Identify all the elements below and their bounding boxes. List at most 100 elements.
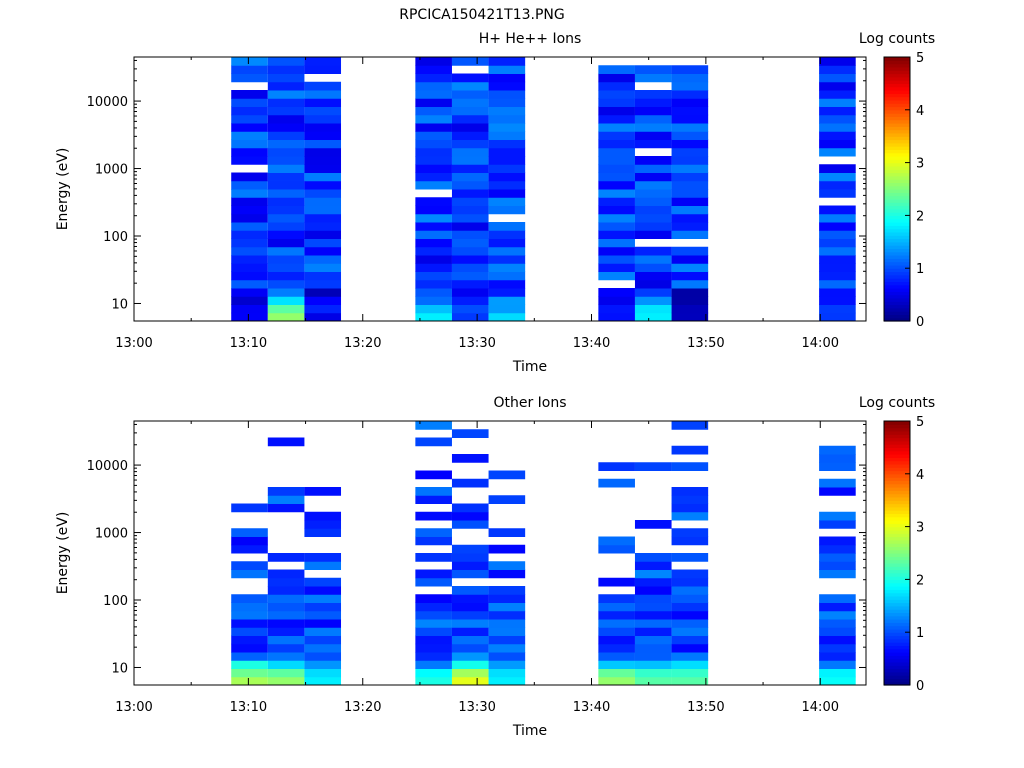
heatmap-cell [598, 544, 635, 554]
colorbar-swatch [884, 675, 910, 679]
colorbar-swatch [884, 645, 910, 650]
heatmap-cell [488, 619, 526, 628]
heatmap-cell [488, 106, 526, 116]
colorbar-swatch [884, 307, 910, 312]
colorbar-frame [883, 420, 911, 686]
heatmap-cell [267, 296, 305, 305]
colorbar-swatch [884, 520, 910, 524]
heatmap-cell [451, 213, 489, 223]
colorbar-tick-label: 5 [916, 51, 924, 66]
colorbar-swatch [884, 238, 910, 243]
heatmap-cell [231, 123, 268, 132]
colorbar-swatch [884, 513, 910, 518]
heatmap-cell [415, 230, 452, 239]
heatmap-cell [304, 189, 342, 198]
heatmap-cell [671, 222, 709, 231]
heatmap-cell [267, 238, 305, 248]
heatmap-cell [671, 90, 709, 99]
heatmap-cell [598, 222, 635, 231]
heatmap-cell [304, 520, 342, 529]
colorbar-tick-label: 4 [916, 104, 924, 119]
heatmap-cell [304, 205, 342, 215]
heatmap-cell [451, 610, 489, 620]
heatmap-cell [267, 652, 305, 661]
heatmap-cell [231, 205, 268, 215]
colorbar-swatch [884, 189, 910, 193]
heatmap-cell [634, 123, 672, 132]
heatmap-cell [819, 81, 856, 91]
heatmap-cell [488, 288, 526, 297]
colorbar-swatch [884, 228, 910, 233]
colorbar-swatch [884, 477, 910, 481]
heatmap-cell [819, 172, 856, 182]
colorbar-swatch [884, 658, 910, 663]
panel-other-ions: 13:00 13:10 13:20 13:30 13:40 13:50 14:0010100… [55, 395, 935, 739]
heatmap-cell [451, 619, 489, 628]
heatmap-cell [451, 106, 489, 116]
heatmap-cell [415, 271, 452, 281]
heatmap-cell [451, 569, 489, 579]
heatmap-cell [598, 73, 635, 83]
colorbar-swatch [884, 208, 910, 213]
heatmap-cell [267, 288, 305, 297]
heatmap-cell [819, 487, 856, 496]
heatmap-cell [415, 528, 452, 537]
heatmap-cell [671, 172, 709, 182]
colorbar-swatch [884, 444, 910, 448]
heatmap-cell [819, 536, 856, 546]
heatmap-cell [598, 156, 635, 165]
heatmap-cell [415, 172, 452, 182]
colorbar-swatch [884, 572, 910, 577]
heatmap-cell [231, 222, 268, 231]
heatmap-cell [451, 238, 489, 248]
heatmap-cell [415, 668, 452, 678]
heatmap-cell [634, 255, 672, 264]
colorbar-swatch [884, 251, 910, 256]
heatmap-cell [819, 131, 856, 140]
heatmap-cell [231, 279, 268, 289]
heatmap-cell [267, 263, 305, 272]
heatmap-cell [231, 288, 268, 297]
heatmap-cell [304, 553, 342, 562]
heatmap-cell [304, 81, 342, 91]
heatmap-cell [634, 65, 672, 74]
heatmap-cell [231, 304, 268, 314]
heatmap-cell [488, 470, 526, 480]
colorbar-swatch [884, 483, 910, 488]
heatmap-cell [415, 90, 452, 99]
heatmap-cell [819, 553, 856, 562]
heatmap-cell [415, 676, 452, 686]
heatmap-cell [488, 312, 526, 322]
heatmap-cell [671, 553, 709, 562]
y-tick-label: 1000 [95, 163, 128, 178]
heatmap-cell [634, 279, 672, 289]
heatmap-cell [231, 197, 268, 206]
heatmap-cell [671, 528, 709, 537]
colorbar-swatch [884, 632, 910, 637]
heatmap-cell [671, 577, 709, 587]
colorbar-swatch [884, 533, 910, 538]
panel-h-he-ions: 13:00 13:10 13:20 13:30 13:40 13:50 14:0010100… [55, 31, 935, 375]
heatmap-cell [598, 246, 635, 256]
heatmap-cell [267, 660, 305, 669]
heatmap-cell [488, 643, 526, 653]
heatmap-cell [231, 180, 268, 190]
heatmap-cell [819, 627, 856, 636]
heatmap-cell [671, 312, 709, 322]
heatmap-cell [671, 156, 709, 165]
heatmap-cell [304, 660, 342, 669]
colorbar-swatch [884, 205, 910, 210]
heatmap-cell [488, 627, 526, 636]
y-tick-label: 100 [103, 594, 128, 609]
heatmap-cell [819, 123, 856, 132]
heatmap-cell [671, 627, 709, 636]
heatmap-cell [415, 594, 452, 603]
colorbar-swatch [884, 103, 910, 108]
heatmap-cell [451, 279, 489, 289]
colorbar-swatch [884, 546, 910, 551]
heatmap-cell [488, 139, 526, 149]
heatmap-cell [304, 172, 342, 182]
heatmap-cell [598, 81, 635, 91]
heatmap-cell [415, 131, 452, 140]
heatmap-cell [231, 503, 268, 513]
